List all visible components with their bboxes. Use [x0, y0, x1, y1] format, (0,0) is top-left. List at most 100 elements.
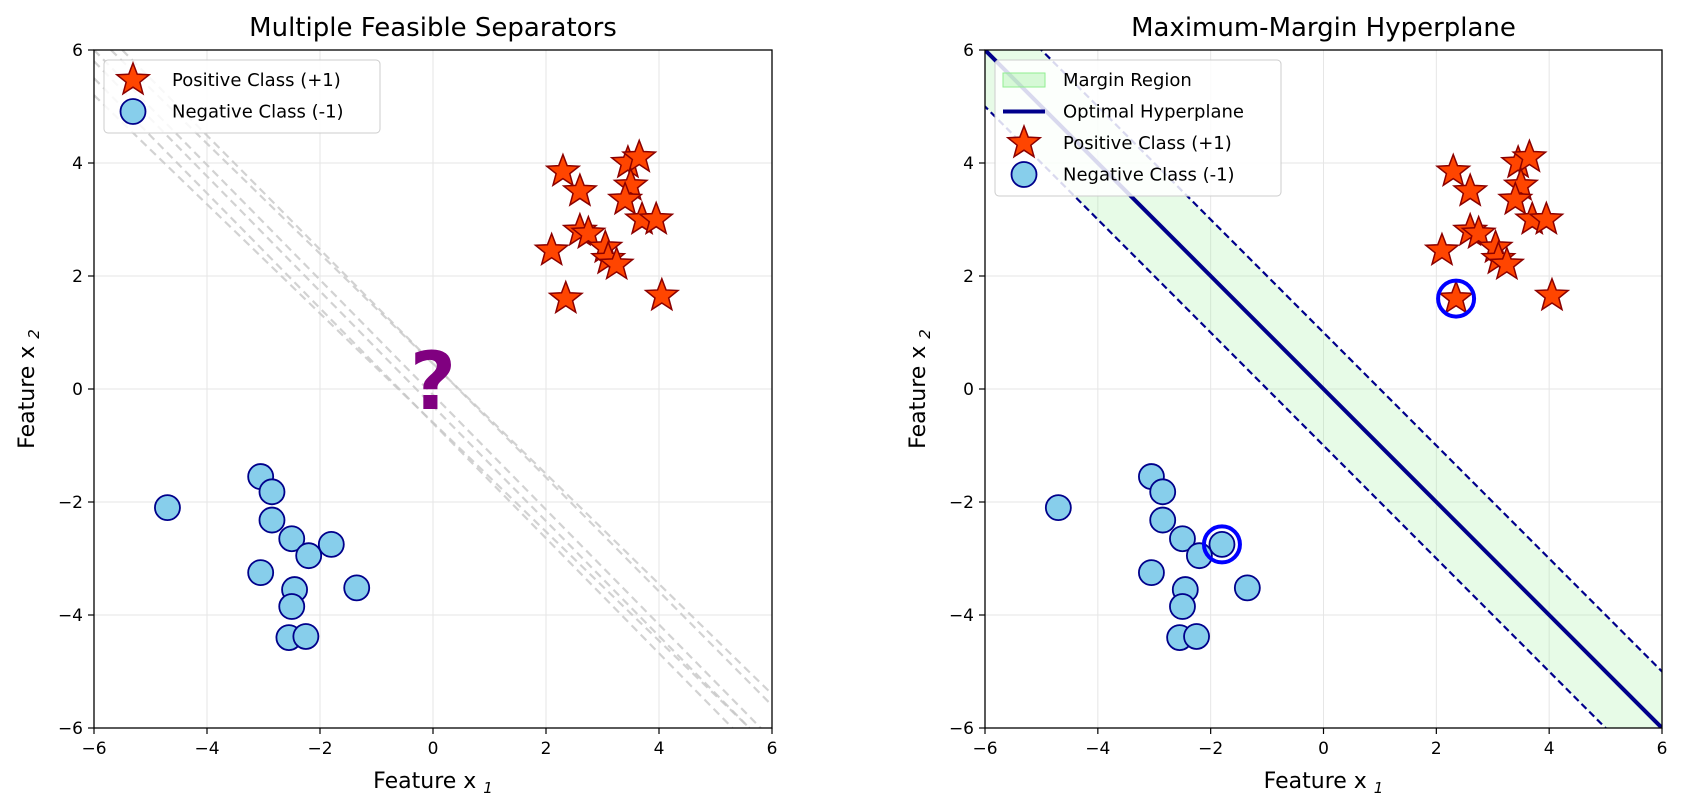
negative-point: [292, 623, 320, 650]
negative-point: [1169, 593, 1196, 620]
x-axis-label: Feature x 1: [373, 769, 493, 797]
candidate-separator-line: [110, 50, 772, 695]
legend-negative-marker: [119, 98, 147, 125]
positive-point: [637, 200, 675, 235]
y-tick-label: −6: [949, 719, 974, 739]
positive-point: [1488, 245, 1526, 281]
negative-point: [154, 494, 181, 522]
positive-point: [570, 214, 607, 250]
candidate-separator-line: [94, 94, 751, 728]
negative-point: [1208, 530, 1236, 558]
legend-label: Negative Class (-1): [172, 102, 344, 123]
positive-point: [1437, 279, 1475, 315]
positive-point: [1528, 200, 1565, 235]
x-tick-label: 0: [428, 739, 439, 759]
x-tick-label: 2: [1431, 739, 1442, 759]
negative-point: [247, 559, 275, 587]
y-tick-label: 6: [72, 41, 83, 61]
left-chart-title: Multiple Feasible Separators: [249, 13, 617, 43]
positive-point: [1511, 138, 1548, 173]
right-chart-panel: Maximum-Margin Hyperplane −6−6 −4 −4 −2 −2 0 0…: [906, 13, 1668, 797]
y-tick-label: 4: [72, 154, 83, 174]
question-mark-annotation: ?: [410, 335, 456, 428]
left-chart-panel: Multiple Feasible Separators ? −6−6 −4 −4 −2…: [15, 13, 777, 797]
x-axis-label-text: Feature x: [373, 769, 483, 794]
y-axis-label: Feature x 2: [15, 329, 43, 449]
positive-point: [606, 180, 644, 216]
y-axis-label-text: Feature x: [15, 339, 40, 449]
support-vector-ring: [1436, 278, 1477, 319]
x-axis-label-subscript: 1: [1374, 779, 1384, 797]
negative-point: [258, 478, 286, 506]
x-tick-label: −6: [81, 739, 106, 759]
positive-point: [544, 152, 582, 187]
negative-point: [1183, 623, 1210, 650]
x-tick-label: −6: [972, 739, 997, 759]
y-tick-label: 6: [963, 41, 974, 61]
positive-point: [533, 231, 570, 267]
y-tick-label: 2: [72, 267, 83, 287]
x-axis-label: Feature x 1: [1264, 769, 1384, 797]
positive-point: [621, 138, 658, 173]
x-tick-label: −2: [307, 739, 332, 759]
y-tick-label: −6: [58, 719, 83, 739]
x-tick-label: −4: [1085, 739, 1110, 759]
x-tick-label: 6: [767, 739, 778, 759]
legend-margin-patch: [1002, 72, 1046, 88]
legend-label: Positive Class (+1): [172, 70, 341, 91]
negative-point: [1149, 478, 1177, 506]
y-tick-label: 0: [963, 380, 974, 400]
y-axis-label-subscript: 2: [916, 329, 934, 339]
y-axis-label: Feature x 2: [906, 329, 934, 449]
y-tick-label: −2: [949, 493, 974, 513]
legend-box: [994, 59, 1282, 197]
positive-point: [1460, 214, 1497, 250]
legend-positive-marker: [1005, 123, 1043, 159]
x-tick-label: 6: [1657, 739, 1668, 759]
x-tick-label: 4: [1544, 739, 1555, 759]
x-axis-label-text: Feature x: [1264, 769, 1374, 794]
y-tick-label: −4: [949, 606, 974, 626]
y-tick-label: −4: [58, 606, 83, 626]
y-tick-label: 0: [72, 380, 83, 400]
y-tick-label: −2: [58, 493, 83, 513]
positive-point: [643, 276, 681, 312]
legend-box: [103, 59, 381, 134]
x-tick-label: 0: [1318, 739, 1329, 759]
negative-point: [343, 574, 371, 602]
legend-negative-marker: [1010, 161, 1038, 188]
positive-point: [1452, 172, 1489, 207]
legend-positive-marker: [114, 60, 152, 96]
y-tick-label: 4: [963, 154, 974, 174]
negative-point: [1044, 494, 1072, 522]
x-tick-label: 4: [654, 739, 665, 759]
positive-point: [1435, 152, 1472, 187]
support-vector-ring: [1201, 524, 1242, 565]
negative-point: [295, 542, 323, 570]
legend-label: Negative Class (-1): [1063, 165, 1235, 186]
negative-point: [317, 530, 345, 558]
negative-point: [1149, 506, 1177, 534]
x-tick-label: −2: [1198, 739, 1223, 759]
y-axis-label-subscript: 2: [25, 329, 43, 339]
legend-label: Margin Region: [1063, 70, 1192, 91]
candidate-separator-line: [121, 50, 772, 707]
positive-point: [612, 166, 649, 202]
positive-point: [547, 279, 584, 315]
negative-point: [258, 506, 286, 534]
legend: Margin Region Optimal Hyperplane Positive …: [994, 59, 1282, 197]
y-axis-label-text: Feature x: [906, 339, 931, 449]
candidate-separator-line: [94, 50, 762, 728]
positive-point: [1423, 231, 1461, 267]
x-axis-label-subscript: 1: [483, 779, 493, 797]
x-tick-label: 2: [541, 739, 552, 759]
positive-point: [561, 172, 599, 207]
negative-point: [278, 525, 306, 553]
x-tick-label: −4: [194, 739, 219, 759]
positive-point: [1497, 180, 1534, 216]
legend-label: Optimal Hyperplane: [1063, 102, 1244, 123]
plot-area: [94, 50, 772, 728]
right-chart-title: Maximum-Margin Hyperplane: [1131, 13, 1516, 43]
positive-point: [1533, 276, 1571, 312]
